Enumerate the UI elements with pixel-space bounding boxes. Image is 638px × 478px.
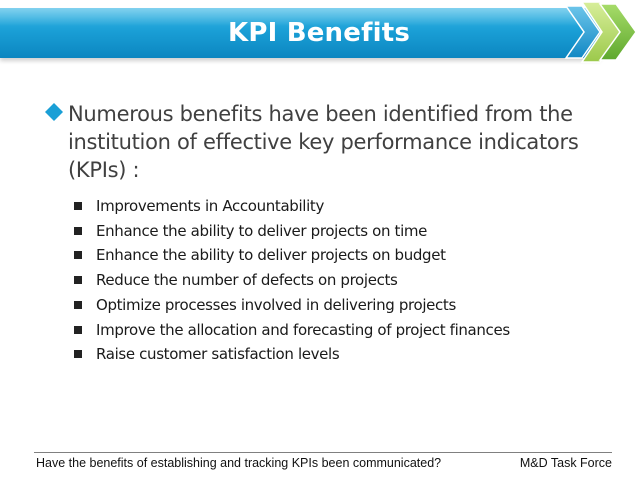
- square-bullet-icon: [74, 350, 82, 359]
- square-bullet-icon: [74, 325, 82, 334]
- list-item-text: Improve the allocation and forecasting o…: [96, 320, 510, 339]
- footer-divider: [34, 452, 612, 453]
- diamond-bullet-icon: [45, 103, 63, 121]
- list-item-text: Reduce the number of defects on projects: [96, 271, 398, 290]
- list-item: Reduce the number of defects on projects: [44, 268, 604, 293]
- main-bullet: Numerous benefits have been identified f…: [44, 100, 604, 184]
- list-item: Optimize processes involved in deliverin…: [44, 293, 604, 318]
- list-item-text: Enhance the ability to deliver projects …: [96, 246, 446, 265]
- list-item: Raise customer satisfaction levels: [44, 342, 604, 367]
- chevron-arrows-icon: [564, 1, 637, 63]
- slide-title: KPI Benefits: [227, 18, 411, 48]
- square-bullet-icon: [74, 202, 82, 210]
- list-item: Improve the allocation and forecasting o…: [44, 318, 604, 343]
- square-bullet-icon: [74, 276, 82, 285]
- list-item-text: Optimize processes involved in deliverin…: [96, 295, 456, 314]
- sub-bullet-list: Improvements in Accountability Enhance t…: [44, 194, 604, 367]
- list-item: Improvements in Accountability: [44, 194, 604, 219]
- square-bullet-icon: [74, 226, 82, 235]
- square-bullet-icon: [74, 251, 82, 260]
- footer-question: Have the benefits of establishing and tr…: [36, 456, 442, 470]
- list-item-text: Raise customer satisfaction levels: [96, 345, 340, 364]
- list-item-text: Improvements in Accountability: [96, 197, 324, 215]
- slide-content: Numerous benefits have been identified f…: [44, 100, 604, 367]
- footer-organization: M&D Task Force: [519, 456, 612, 470]
- list-item-text: Enhance the ability to deliver projects …: [96, 221, 428, 240]
- list-item: Enhance the ability to deliver projects …: [44, 219, 604, 244]
- main-bullet-text: Numerous benefits have been identified f…: [68, 102, 579, 182]
- square-bullet-icon: [74, 300, 82, 309]
- list-item: Enhance the ability to deliver projects …: [44, 243, 604, 268]
- title-banner: [0, 8, 600, 58]
